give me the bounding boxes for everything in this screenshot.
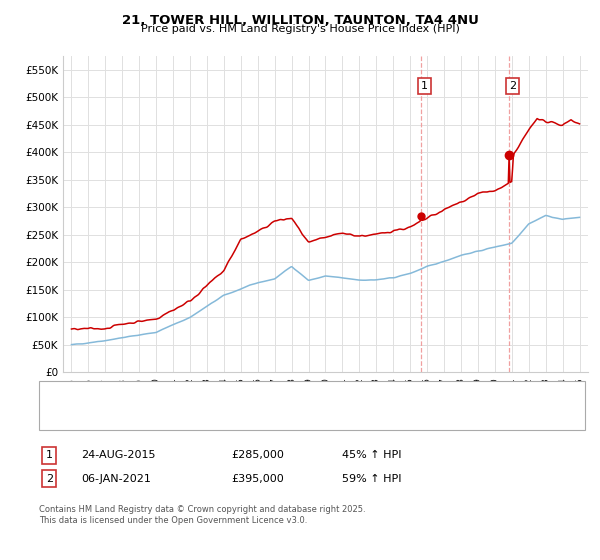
Text: £395,000: £395,000 [231,474,284,484]
Text: Price paid vs. HM Land Registry's House Price Index (HPI): Price paid vs. HM Land Registry's House … [140,24,460,34]
Text: 2: 2 [46,474,53,484]
Text: 06-JAN-2021: 06-JAN-2021 [81,474,151,484]
Text: 24-AUG-2015: 24-AUG-2015 [81,450,155,460]
Text: 2: 2 [509,81,516,91]
Text: 45% ↑ HPI: 45% ↑ HPI [342,450,401,460]
Text: 21, TOWER HILL, WILLITON, TAUNTON, TA4 4NU: 21, TOWER HILL, WILLITON, TAUNTON, TA4 4… [122,14,478,27]
Text: Contains HM Land Registry data © Crown copyright and database right 2025.
This d: Contains HM Land Registry data © Crown c… [39,505,365,525]
Text: £285,000: £285,000 [231,450,284,460]
Text: 59% ↑ HPI: 59% ↑ HPI [342,474,401,484]
Text: 21, TOWER HILL, WILLITON, TAUNTON, TA4 4NU (semi-detached house): 21, TOWER HILL, WILLITON, TAUNTON, TA4 4… [86,391,436,402]
Text: HPI: Average price, semi-detached house, Somerset: HPI: Average price, semi-detached house,… [86,412,340,422]
Text: 1: 1 [46,450,53,460]
Text: 1: 1 [421,81,428,91]
